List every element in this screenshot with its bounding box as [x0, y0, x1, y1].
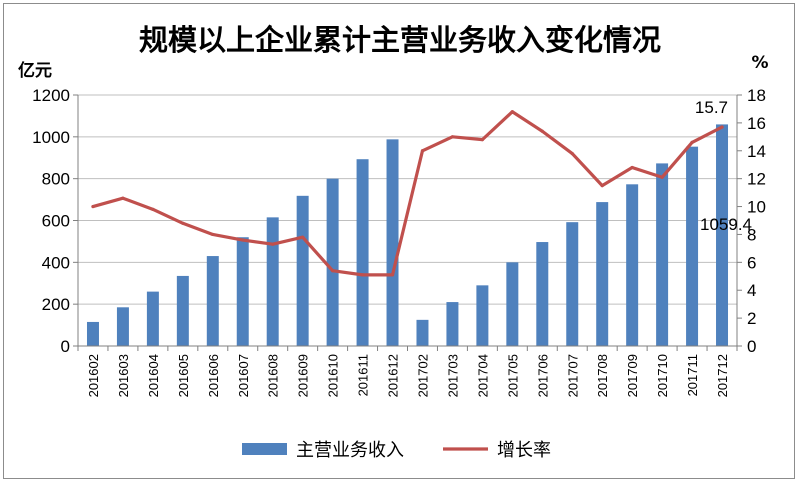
- bar: [476, 285, 489, 346]
- legend-label-line: 增长率: [497, 440, 551, 461]
- line-point: [271, 242, 275, 246]
- y-left-tick-label: 400: [42, 253, 70, 272]
- data-labels: 15.7 1059.4: [695, 98, 752, 234]
- bar: [446, 302, 459, 346]
- x-tick-label: 201609: [296, 354, 311, 397]
- y-right-tick-label: 6: [747, 253, 756, 272]
- line-point: [241, 238, 245, 242]
- x-tick-label: 201612: [386, 354, 401, 397]
- x-tick-label: 201604: [146, 354, 161, 397]
- bar: [506, 262, 519, 346]
- legend-swatch-bars: [242, 443, 287, 455]
- y-left-tick-label: 600: [42, 212, 70, 231]
- bar: [356, 159, 369, 346]
- bar: [206, 256, 219, 346]
- y-right-unit-label: %: [751, 53, 768, 73]
- x-tick-label: 201705: [505, 354, 520, 397]
- y-right-tick-label: 4: [747, 281, 756, 300]
- line-point: [690, 140, 694, 145]
- y-left-tick-label: 0: [61, 337, 70, 356]
- y-left-tick-label: 800: [42, 170, 70, 189]
- x-tick-label: 201610: [326, 354, 341, 397]
- bar: [326, 178, 339, 346]
- x-tick-label: 201606: [206, 354, 221, 397]
- legend-label-bars: 主营业务收入: [296, 440, 404, 461]
- line-point: [360, 273, 365, 277]
- x-tick-label: 201708: [595, 354, 610, 397]
- legend: 主营业务收入 增长率: [242, 440, 551, 461]
- x-tick-label: 201703: [445, 354, 460, 397]
- bar: [266, 217, 279, 346]
- y-right-tick-label: 16: [747, 114, 766, 133]
- line-point: [301, 235, 305, 239]
- bar-series: [86, 124, 729, 346]
- line-point: [181, 221, 185, 225]
- y-left-tick-label: 1200: [32, 86, 70, 105]
- x-tick-label: 201603: [116, 354, 131, 397]
- bar: [296, 195, 309, 346]
- y-right-tick-label: 18: [747, 86, 766, 105]
- bar: [146, 291, 159, 346]
- line-point: [570, 151, 574, 156]
- bar: [86, 321, 99, 346]
- bar: [416, 319, 429, 346]
- line-point: [151, 207, 155, 211]
- y-right-tick-label: 14: [747, 142, 766, 161]
- bar: [536, 242, 549, 346]
- y-left-unit-label: 亿元: [18, 60, 52, 81]
- line-point: [510, 110, 514, 114]
- x-tick-label: 201710: [655, 354, 670, 397]
- grid-lines: [78, 94, 737, 305]
- y-right-tick-label: 10: [747, 198, 766, 217]
- line-series: [91, 110, 724, 277]
- data-label: 15.7: [695, 98, 728, 117]
- x-tick-label: 201702: [415, 354, 430, 397]
- x-tick-label: 201607: [236, 354, 251, 397]
- line-point: [390, 273, 395, 277]
- bar: [656, 163, 669, 346]
- y-right-tick-label: 0: [747, 337, 756, 356]
- line-point: [331, 269, 335, 273]
- line-point: [91, 204, 95, 209]
- x-tick-label: 201608: [266, 354, 281, 397]
- x-tick-label: 201704: [475, 354, 490, 397]
- bar: [236, 237, 249, 346]
- line-point: [211, 232, 215, 237]
- line-point: [720, 125, 724, 129]
- x-tick-label: 201611: [356, 354, 371, 396]
- y-right-tick-label: 2: [747, 309, 756, 328]
- bar: [566, 222, 579, 346]
- line-point: [630, 165, 634, 170]
- chart-title: 规模以上企业累计主营业务收入变化情况: [139, 23, 661, 57]
- x-tick-label: 201711: [685, 354, 700, 396]
- x-tick-label: 201602: [86, 354, 101, 397]
- bar: [716, 124, 729, 346]
- y-left-tick-label: 1000: [32, 128, 70, 147]
- bar: [596, 202, 609, 346]
- line-point: [121, 196, 125, 200]
- bar: [686, 146, 699, 346]
- x-tick-label: 201706: [535, 354, 550, 397]
- bar: [626, 184, 639, 346]
- line-point: [420, 149, 425, 153]
- growth-rate-line: [91, 110, 724, 277]
- line-point: [600, 184, 604, 188]
- bar: [176, 275, 189, 346]
- line-point: [540, 129, 544, 133]
- x-tick-label: 201605: [176, 354, 191, 397]
- y-left-tick-label: 200: [42, 295, 70, 314]
- line-point: [450, 135, 455, 139]
- x-tick-label: 201709: [625, 354, 640, 397]
- bar: [116, 307, 129, 346]
- line-point: [480, 138, 484, 142]
- y-right-tick-label: 8: [747, 225, 756, 244]
- line-point: [660, 175, 664, 179]
- x-tick-label: 201707: [565, 354, 580, 397]
- bar: [386, 139, 399, 346]
- data-label: 1059.4: [700, 215, 752, 234]
- x-tick-label: 201712: [715, 354, 730, 397]
- axes: 0 200 400 600 800 1000 1200 0 2 4 6 8 10 12 14 16 18 2016…: [32, 86, 766, 397]
- y-right-tick-label: 12: [747, 170, 766, 189]
